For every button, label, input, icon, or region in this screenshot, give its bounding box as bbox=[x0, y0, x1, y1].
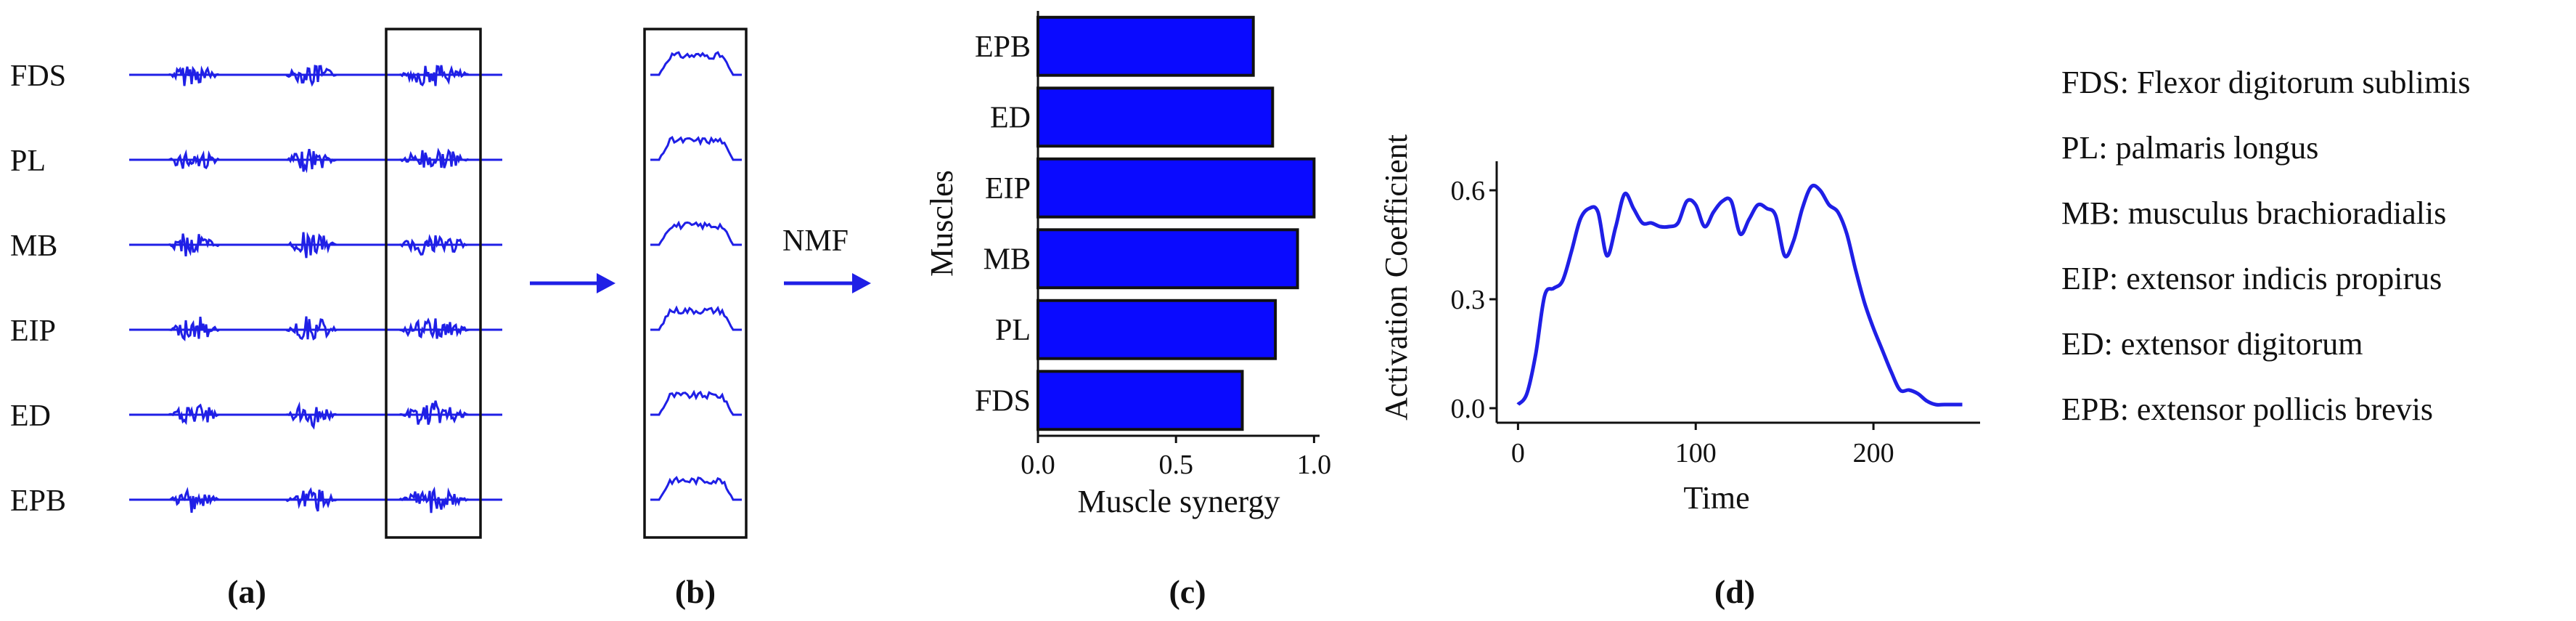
nmf-label: NMF bbox=[782, 224, 849, 258]
muscle-label-fds: FDS bbox=[10, 60, 66, 93]
emg-burst bbox=[285, 231, 338, 259]
panel-label-a: (a) bbox=[227, 573, 266, 610]
bar-eip bbox=[1036, 157, 1316, 219]
emg-row-mb: MB bbox=[10, 230, 57, 263]
emg-row-pl: PL bbox=[10, 145, 46, 178]
synergy-bar-chart: (c) EPB ED EIP MB PL FDS 0.0 0.5 1.0 Muscle syner… bbox=[924, 11, 1331, 610]
panel-label-c: (c) bbox=[1169, 573, 1206, 610]
muscle-label-pl: PL bbox=[10, 145, 46, 178]
y-tick-label: 0.0 bbox=[1451, 394, 1486, 424]
bar-ed bbox=[1036, 86, 1275, 148]
emg-burst bbox=[285, 487, 338, 512]
activation-line-chart: (d) 0.0 0.3 0.6 0 100 200 Time Activation Coeff… bbox=[1378, 134, 1980, 610]
emg-burst bbox=[285, 401, 338, 430]
emg-burst bbox=[168, 149, 220, 170]
panel-b: (b) bbox=[643, 28, 748, 610]
muscle-label-ed: ED bbox=[10, 399, 51, 433]
emg-trace bbox=[129, 147, 502, 174]
envelope-trace bbox=[650, 476, 742, 501]
emg-row-ed: ED bbox=[10, 399, 51, 433]
emg-trace bbox=[129, 231, 502, 259]
x-axis-title: Muscle synergy bbox=[1077, 484, 1280, 519]
envelope-trace bbox=[650, 51, 742, 76]
legend-line-eip: EIP: extensor indicis propirus bbox=[2061, 261, 2442, 296]
envelope-trace bbox=[650, 136, 742, 161]
emg-trace bbox=[129, 65, 502, 87]
y-tick-label: MB bbox=[984, 243, 1031, 276]
muscle-legend: FDS: Flexor digitorum sublimis PL: palma… bbox=[2061, 65, 2471, 427]
arrow-nmf: NMF bbox=[782, 224, 871, 293]
emg-burst bbox=[168, 65, 220, 86]
bar-fds bbox=[1036, 370, 1244, 431]
emg-trace bbox=[129, 400, 502, 430]
envelope-signals bbox=[650, 51, 742, 501]
y-tick-label: ED bbox=[990, 101, 1031, 134]
legend-line-mb: MB: musculus brachioradialis bbox=[2061, 195, 2446, 231]
bar-epb bbox=[1036, 15, 1255, 77]
y-tick-label: FDS bbox=[975, 384, 1031, 418]
muscle-label-epb: EPB bbox=[10, 484, 66, 518]
emg-row-eip: EIP bbox=[10, 314, 56, 348]
emg-burst bbox=[398, 317, 470, 339]
x-tick-label: 100 bbox=[1675, 438, 1717, 468]
selection-window-frame bbox=[385, 28, 482, 539]
emg-burst bbox=[398, 400, 470, 426]
envelope-trace bbox=[650, 389, 742, 416]
x-tick-label: 0.0 bbox=[1021, 450, 1055, 480]
envelope-trace bbox=[650, 305, 742, 331]
muscle-label-eip: EIP bbox=[10, 314, 56, 348]
y-tick-label: EIP bbox=[985, 172, 1031, 206]
y-axis-title: Muscles bbox=[924, 170, 960, 277]
envelope-frame bbox=[643, 28, 748, 539]
emg-burst bbox=[398, 234, 469, 256]
x-tick-label: 0 bbox=[1511, 438, 1525, 468]
emg-burst bbox=[398, 147, 470, 169]
legend-line-fds: FDS: Flexor digitorum sublimis bbox=[2061, 65, 2471, 100]
panel-label-b: (b) bbox=[675, 573, 716, 610]
emg-burst bbox=[285, 149, 338, 174]
y-tick-label: 0.6 bbox=[1451, 176, 1486, 206]
arrow-head bbox=[597, 273, 616, 293]
arrow-head bbox=[852, 273, 871, 293]
legend-line-pl: PL: palmaris longus bbox=[2061, 130, 2318, 166]
emg-row-fds: FDS bbox=[10, 60, 66, 93]
emg-signals bbox=[129, 65, 502, 514]
emg-burst bbox=[285, 316, 338, 341]
x-tick-label: 0.5 bbox=[1158, 450, 1193, 480]
x-axis-title: Time bbox=[1683, 480, 1749, 516]
y-tick-label: PL bbox=[995, 314, 1031, 347]
x-tick-label: 1.0 bbox=[1297, 450, 1332, 480]
emg-burst bbox=[285, 65, 338, 87]
emg-burst bbox=[168, 233, 220, 257]
emg-burst bbox=[398, 486, 470, 514]
activation-curve bbox=[1516, 183, 1963, 407]
y-axis-title: Activation Coefficient bbox=[1378, 134, 1414, 421]
emg-trace bbox=[129, 316, 502, 341]
y-tick-label: 0.3 bbox=[1451, 285, 1486, 315]
muscle-label-mb: MB bbox=[10, 230, 57, 263]
x-tick-label: 200 bbox=[1853, 438, 1894, 468]
arrow-a-to-b bbox=[530, 273, 616, 293]
legend-line-epb: EPB: extensor pollicis brevis bbox=[2061, 391, 2433, 427]
emg-row-epb: EPB bbox=[10, 484, 66, 518]
emg-burst bbox=[168, 487, 220, 514]
emg-burst bbox=[168, 316, 220, 341]
emg-burst bbox=[398, 65, 470, 87]
legend-line-ed: ED: extensor digitorum bbox=[2061, 326, 2363, 362]
bar-mb bbox=[1036, 228, 1299, 290]
bar-pl bbox=[1036, 299, 1277, 360]
emg-burst bbox=[168, 403, 220, 426]
emg-trace bbox=[129, 486, 502, 514]
y-tick-label: EPB bbox=[975, 31, 1031, 64]
panel-a: FDS PL MB EIP ED EPB (a) bbox=[10, 28, 502, 610]
envelope-trace bbox=[650, 220, 742, 246]
panel-label-d: (d) bbox=[1714, 573, 1755, 610]
